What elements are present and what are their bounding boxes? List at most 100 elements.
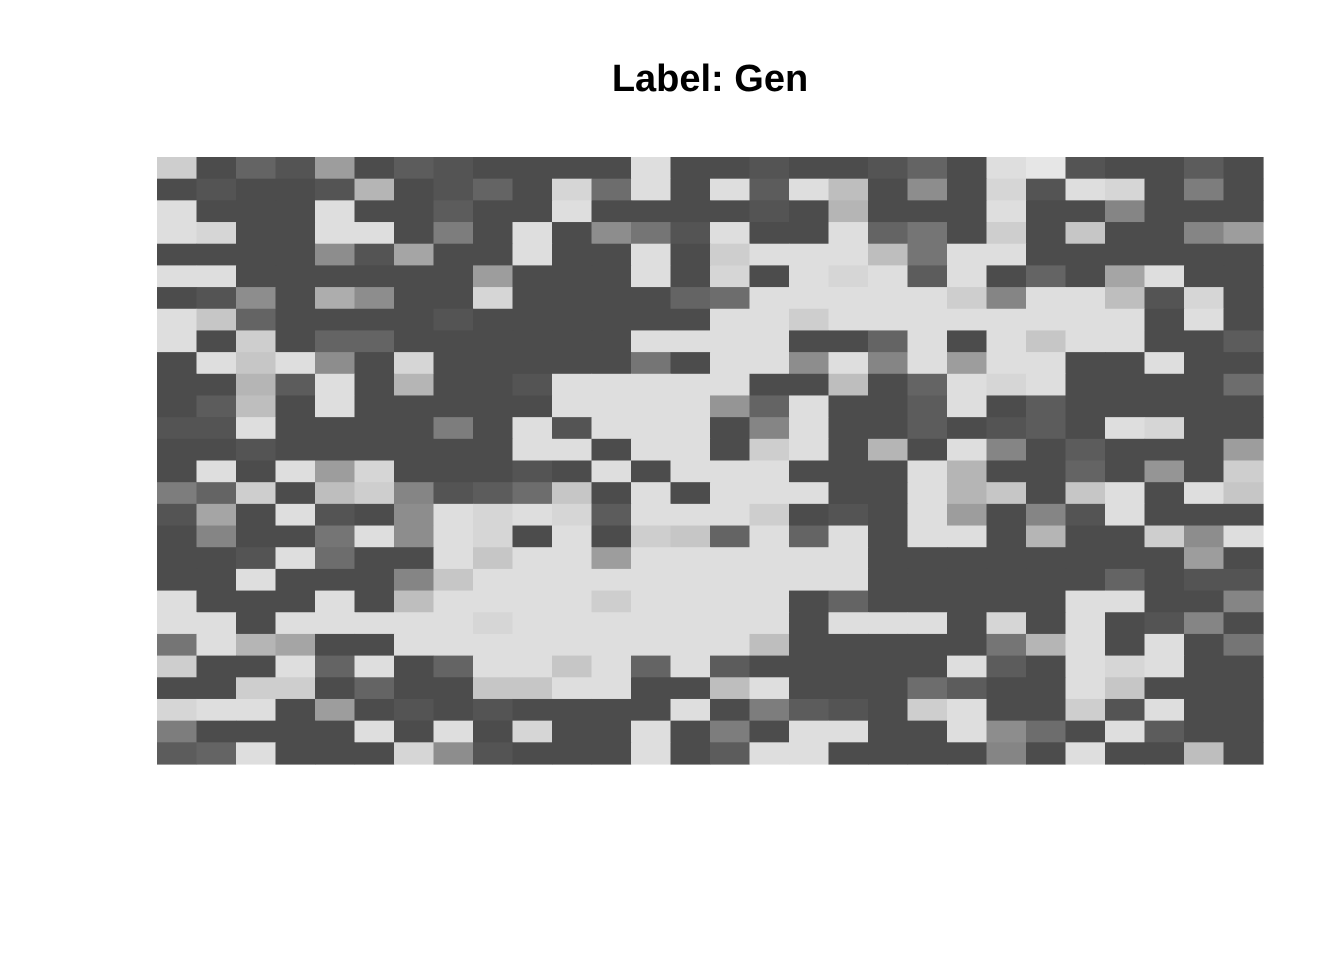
- heatmap-cell-r24-c1: [196, 677, 237, 700]
- heatmap-cell-r15-c14: [710, 482, 751, 505]
- heatmap-cell-r22-c7: [433, 633, 474, 657]
- heatmap-cell-r0-c26: [1184, 157, 1225, 180]
- heatmap-cell-r6-c5: [354, 287, 395, 310]
- heatmap-cell-r14-c4: [315, 460, 356, 483]
- heatmap-cell-r22-c16: [789, 633, 830, 657]
- heatmap-cell-r20-c5: [354, 590, 395, 613]
- heatmap-cell-r27-c5: [354, 742, 395, 765]
- heatmap-cell-r19-c2: [236, 568, 277, 592]
- heatmap-cell-r25-c1: [196, 698, 237, 722]
- heatmap-cell-r1-c25: [1144, 178, 1185, 201]
- heatmap-cell-r2-c11: [591, 200, 632, 223]
- heatmap-cell-r4-c19: [907, 243, 948, 266]
- heatmap-cell-r16-c13: [670, 503, 711, 527]
- heatmap-cell-r17-c14: [710, 525, 751, 548]
- heatmap-cell-r11-c27: [1223, 395, 1264, 418]
- heatmap-cell-r17-c20: [947, 525, 988, 548]
- heatmap-cell-r23-c25: [1144, 655, 1185, 678]
- heatmap-cell-r11-c0: [157, 395, 198, 418]
- heatmap-cell-r13-c0: [157, 438, 198, 462]
- heatmap-cell-r19-c5: [354, 568, 395, 592]
- heatmap-cell-r23-c6: [394, 655, 435, 678]
- heatmap-cell-r27-c17: [828, 742, 869, 765]
- heatmap-cell-r1-c24: [1105, 178, 1146, 201]
- heatmap-cell-r17-c0: [157, 525, 198, 548]
- heatmap-cell-r21-c14: [710, 612, 751, 635]
- heatmap-cell-r26-c8: [473, 720, 514, 743]
- heatmap-cell-r23-c11: [591, 655, 632, 678]
- heatmap-cell-r23-c19: [907, 655, 948, 678]
- heatmap-cell-r25-c17: [828, 698, 869, 722]
- heatmap-cell-r18-c5: [354, 547, 395, 570]
- heatmap-cell-r2-c8: [473, 200, 514, 223]
- heatmap-cell-r1-c4: [315, 178, 356, 201]
- heatmap-cell-r18-c25: [1144, 547, 1185, 570]
- heatmap-cell-r7-c21: [986, 308, 1027, 332]
- heatmap-cell-r8-c24: [1105, 330, 1146, 353]
- heatmap-cell-r9-c7: [433, 352, 474, 375]
- heatmap-cell-r22-c23: [1065, 633, 1106, 657]
- heatmap-cell-r27-c14: [710, 742, 751, 765]
- heatmap-cell-r4-c25: [1144, 243, 1185, 266]
- heatmap-cell-r17-c3: [275, 525, 316, 548]
- heatmap-cell-r5-c23: [1065, 265, 1106, 288]
- heatmap-cell-r24-c23: [1065, 677, 1106, 700]
- heatmap-cell-r12-c9: [512, 417, 553, 440]
- heatmap-cell-r9-c18: [868, 352, 909, 375]
- heatmap-cell-r4-c22: [1026, 243, 1067, 266]
- heatmap-cell-r19-c19: [907, 568, 948, 592]
- heatmap-cell-r20-c13: [670, 590, 711, 613]
- heatmap-cell-r4-c2: [236, 243, 277, 266]
- heatmap-cell-r27-c16: [789, 742, 830, 765]
- heatmap-cell-r27-c19: [907, 742, 948, 765]
- heatmap-cell-r2-c18: [868, 200, 909, 223]
- heatmap-cell-r18-c8: [473, 547, 514, 570]
- heatmap-cell-r17-c12: [631, 525, 672, 548]
- heatmap-cell-r27-c21: [986, 742, 1027, 765]
- heatmap-cell-r19-c23: [1065, 568, 1106, 592]
- heatmap-cell-r9-c15: [749, 352, 790, 375]
- heatmap-cell-r17-c26: [1184, 525, 1225, 548]
- heatmap-cell-r25-c6: [394, 698, 435, 722]
- heatmap-cell-r4-c15: [749, 243, 790, 266]
- heatmap-cell-r21-c20: [947, 612, 988, 635]
- heatmap-cell-r21-c11: [591, 612, 632, 635]
- heatmap-cell-r6-c1: [196, 287, 237, 310]
- heatmap-cell-r24-c24: [1105, 677, 1146, 700]
- heatmap-cell-r7-c14: [710, 308, 751, 332]
- heatmap-cell-r17-c19: [907, 525, 948, 548]
- heatmap-cell-r11-c19: [907, 395, 948, 418]
- heatmap-cell-r6-c2: [236, 287, 277, 310]
- heatmap-cell-r16-c11: [591, 503, 632, 527]
- heatmap-cell-r8-c27: [1223, 330, 1264, 353]
- heatmap-cell-r13-c14: [710, 438, 751, 462]
- heatmap-cell-r14-c12: [631, 460, 672, 483]
- heatmap-cell-r14-c27: [1223, 460, 1264, 483]
- heatmap-cell-r7-c4: [315, 308, 356, 332]
- heatmap-cell-r0-c23: [1065, 157, 1106, 180]
- heatmap-cell-r5-c21: [986, 265, 1027, 288]
- heatmap-cell-r21-c9: [512, 612, 553, 635]
- heatmap-cell-r5-c8: [473, 265, 514, 288]
- heatmap-cell-r10-c0: [157, 373, 198, 397]
- heatmap-cell-r11-c15: [749, 395, 790, 418]
- heatmap-cell-r23-c18: [868, 655, 909, 678]
- heatmap-cell-r24-c9: [512, 677, 553, 700]
- heatmap-cell-r14-c3: [275, 460, 316, 483]
- heatmap-cell-r22-c10: [552, 633, 593, 657]
- heatmap-cell-r14-c7: [433, 460, 474, 483]
- heatmap-cell-r24-c26: [1184, 677, 1225, 700]
- heatmap-cell-r13-c1: [196, 438, 237, 462]
- heatmap-cell-r16-c3: [275, 503, 316, 527]
- heatmap-cell-r10-c23: [1065, 373, 1106, 397]
- heatmap-cell-r22-c14: [710, 633, 751, 657]
- heatmap-cell-r1-c7: [433, 178, 474, 201]
- heatmap-cell-r22-c8: [473, 633, 514, 657]
- heatmap-cell-r24-c2: [236, 677, 277, 700]
- heatmap-cell-r2-c26: [1184, 200, 1225, 223]
- heatmap-cell-r2-c23: [1065, 200, 1106, 223]
- heatmap-cell-r5-c1: [196, 265, 237, 288]
- heatmap-cell-r25-c14: [710, 698, 751, 722]
- heatmap-cell-r19-c18: [868, 568, 909, 592]
- heatmap-cell-r24-c19: [907, 677, 948, 700]
